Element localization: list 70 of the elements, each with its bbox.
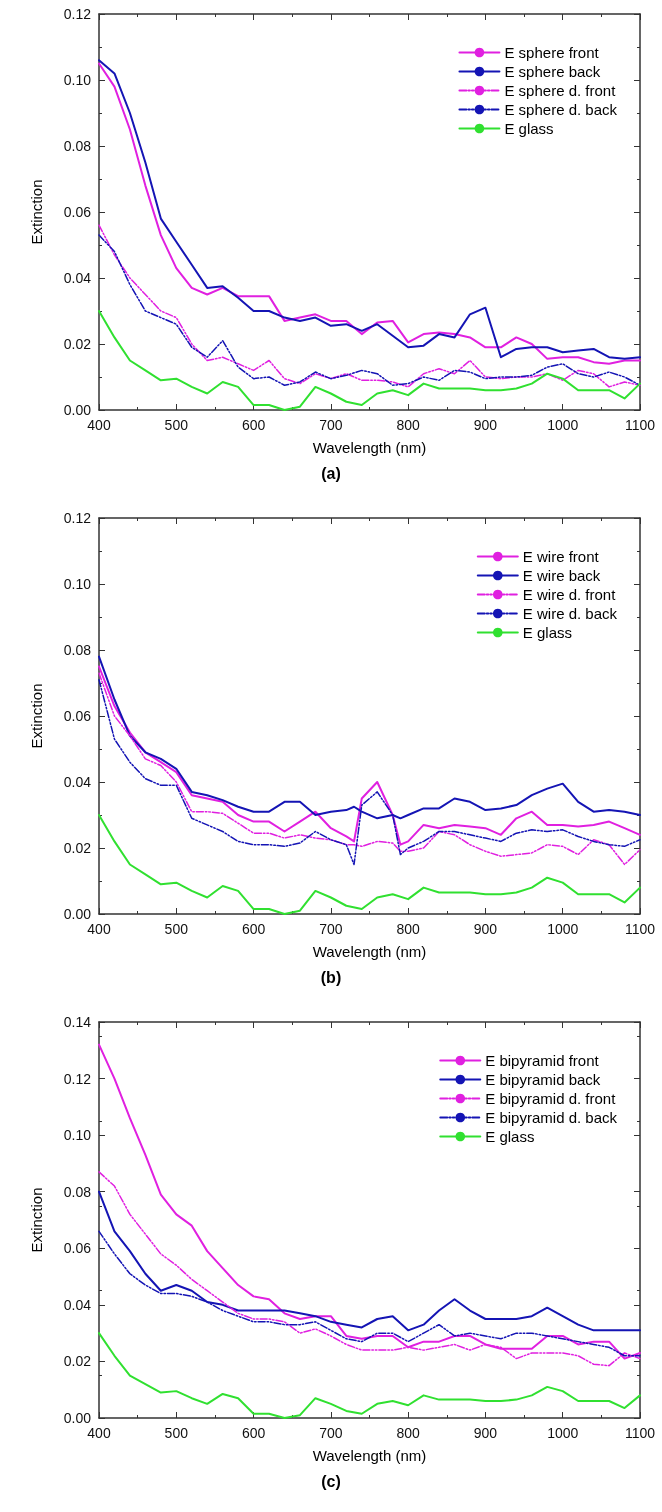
x-tick-label: 600 bbox=[241, 1425, 266, 1441]
x-tick-label: 1100 bbox=[624, 1425, 656, 1441]
legend-label: E sphere d. back bbox=[504, 101, 618, 118]
y-tick-label: 0.02 bbox=[63, 1353, 92, 1370]
y-tick-label: 0.00 bbox=[63, 906, 92, 922]
x-tick-label: 900 bbox=[473, 921, 498, 937]
x-axis-title: Wavelength (nm) bbox=[312, 439, 427, 456]
y-tick-label: 0.10 bbox=[63, 576, 92, 592]
x-tick-label: 800 bbox=[396, 417, 421, 433]
legend-label: E sphere back bbox=[504, 63, 601, 80]
x-tick-label: 500 bbox=[164, 1425, 189, 1441]
legend-label: E glass bbox=[504, 120, 554, 137]
legend-label: E bipyramid back bbox=[485, 1071, 601, 1088]
y-tick-label: 0.08 bbox=[63, 642, 92, 658]
y-tick-label: 0.04 bbox=[63, 270, 92, 286]
x-tick-label: 500 bbox=[164, 417, 189, 433]
y-tick-label: 0.06 bbox=[63, 708, 92, 724]
y-tick-label: 0.08 bbox=[63, 1183, 92, 1200]
text: (b) bbox=[320, 968, 342, 986]
x-tick-label: 1100 bbox=[624, 921, 656, 937]
legend-label: E glass bbox=[522, 624, 572, 641]
legend-label: E wire d. front bbox=[522, 586, 617, 603]
legend-label: E wire front bbox=[522, 548, 600, 565]
x-tick-label: 1000 bbox=[547, 1425, 579, 1441]
x-tick-label: 1100 bbox=[624, 417, 656, 433]
y-axis-title: Extinction bbox=[28, 1187, 45, 1253]
text: (a) bbox=[321, 464, 341, 482]
legend-label: E bipyramid front bbox=[485, 1052, 600, 1069]
x-tick-label: 900 bbox=[473, 1425, 498, 1441]
text: (c) bbox=[321, 1472, 341, 1490]
y-tick-label: 0.02 bbox=[63, 840, 92, 856]
y-tick-label: 0.04 bbox=[63, 1296, 92, 1313]
legend-label: E sphere front bbox=[504, 44, 600, 61]
y-tick-label: 0.00 bbox=[63, 1410, 92, 1426]
x-tick-label: 1000 bbox=[547, 417, 579, 433]
y-tick-label: 0.10 bbox=[63, 1127, 92, 1144]
legend-label: E bipyramid d. front bbox=[485, 1090, 617, 1107]
y-tick-label: 0.12 bbox=[63, 1070, 92, 1087]
legend-label: E wire d. back bbox=[522, 605, 618, 622]
y-axis-title: Extinction bbox=[28, 179, 45, 245]
x-tick-label: 800 bbox=[396, 1425, 421, 1441]
x-tick-label: 500 bbox=[164, 921, 189, 937]
y-tick-label: 0.06 bbox=[63, 1240, 92, 1257]
x-tick-label: 700 bbox=[319, 921, 343, 937]
x-axis-title: Wavelength (nm) bbox=[312, 1447, 427, 1464]
x-tick-label: 600 bbox=[241, 921, 266, 937]
y-tick-label: 0.06 bbox=[63, 204, 92, 220]
legend-label: E wire back bbox=[522, 567, 601, 584]
x-axis-title: Wavelength (nm) bbox=[312, 943, 427, 960]
y-tick-label: 0.04 bbox=[63, 774, 92, 790]
x-tick-label: 400 bbox=[87, 1425, 111, 1441]
y-tick-label: 0.12 bbox=[63, 6, 92, 22]
y-tick-label: 0.14 bbox=[63, 1014, 92, 1030]
y-tick-label: 0.00 bbox=[63, 402, 92, 418]
y-axis-title: Extinction bbox=[28, 683, 45, 749]
y-tick-label: 0.12 bbox=[63, 510, 92, 526]
x-tick-label: 400 bbox=[87, 921, 111, 937]
x-tick-label: 900 bbox=[473, 417, 498, 433]
x-tick-label: 700 bbox=[319, 417, 343, 433]
legend-label: E glass bbox=[485, 1128, 535, 1145]
x-tick-label: 400 bbox=[87, 417, 111, 433]
legend-label: E sphere d. front bbox=[504, 82, 617, 99]
x-tick-label: 700 bbox=[319, 1425, 343, 1441]
y-tick-label: 0.02 bbox=[63, 336, 92, 352]
x-tick-label: 600 bbox=[241, 417, 266, 433]
x-tick-label: 800 bbox=[396, 921, 421, 937]
x-tick-label: 1000 bbox=[547, 921, 579, 937]
y-tick-label: 0.10 bbox=[63, 72, 92, 88]
legend-label: E bipyramid d. back bbox=[485, 1109, 618, 1126]
y-tick-label: 0.08 bbox=[63, 138, 92, 154]
